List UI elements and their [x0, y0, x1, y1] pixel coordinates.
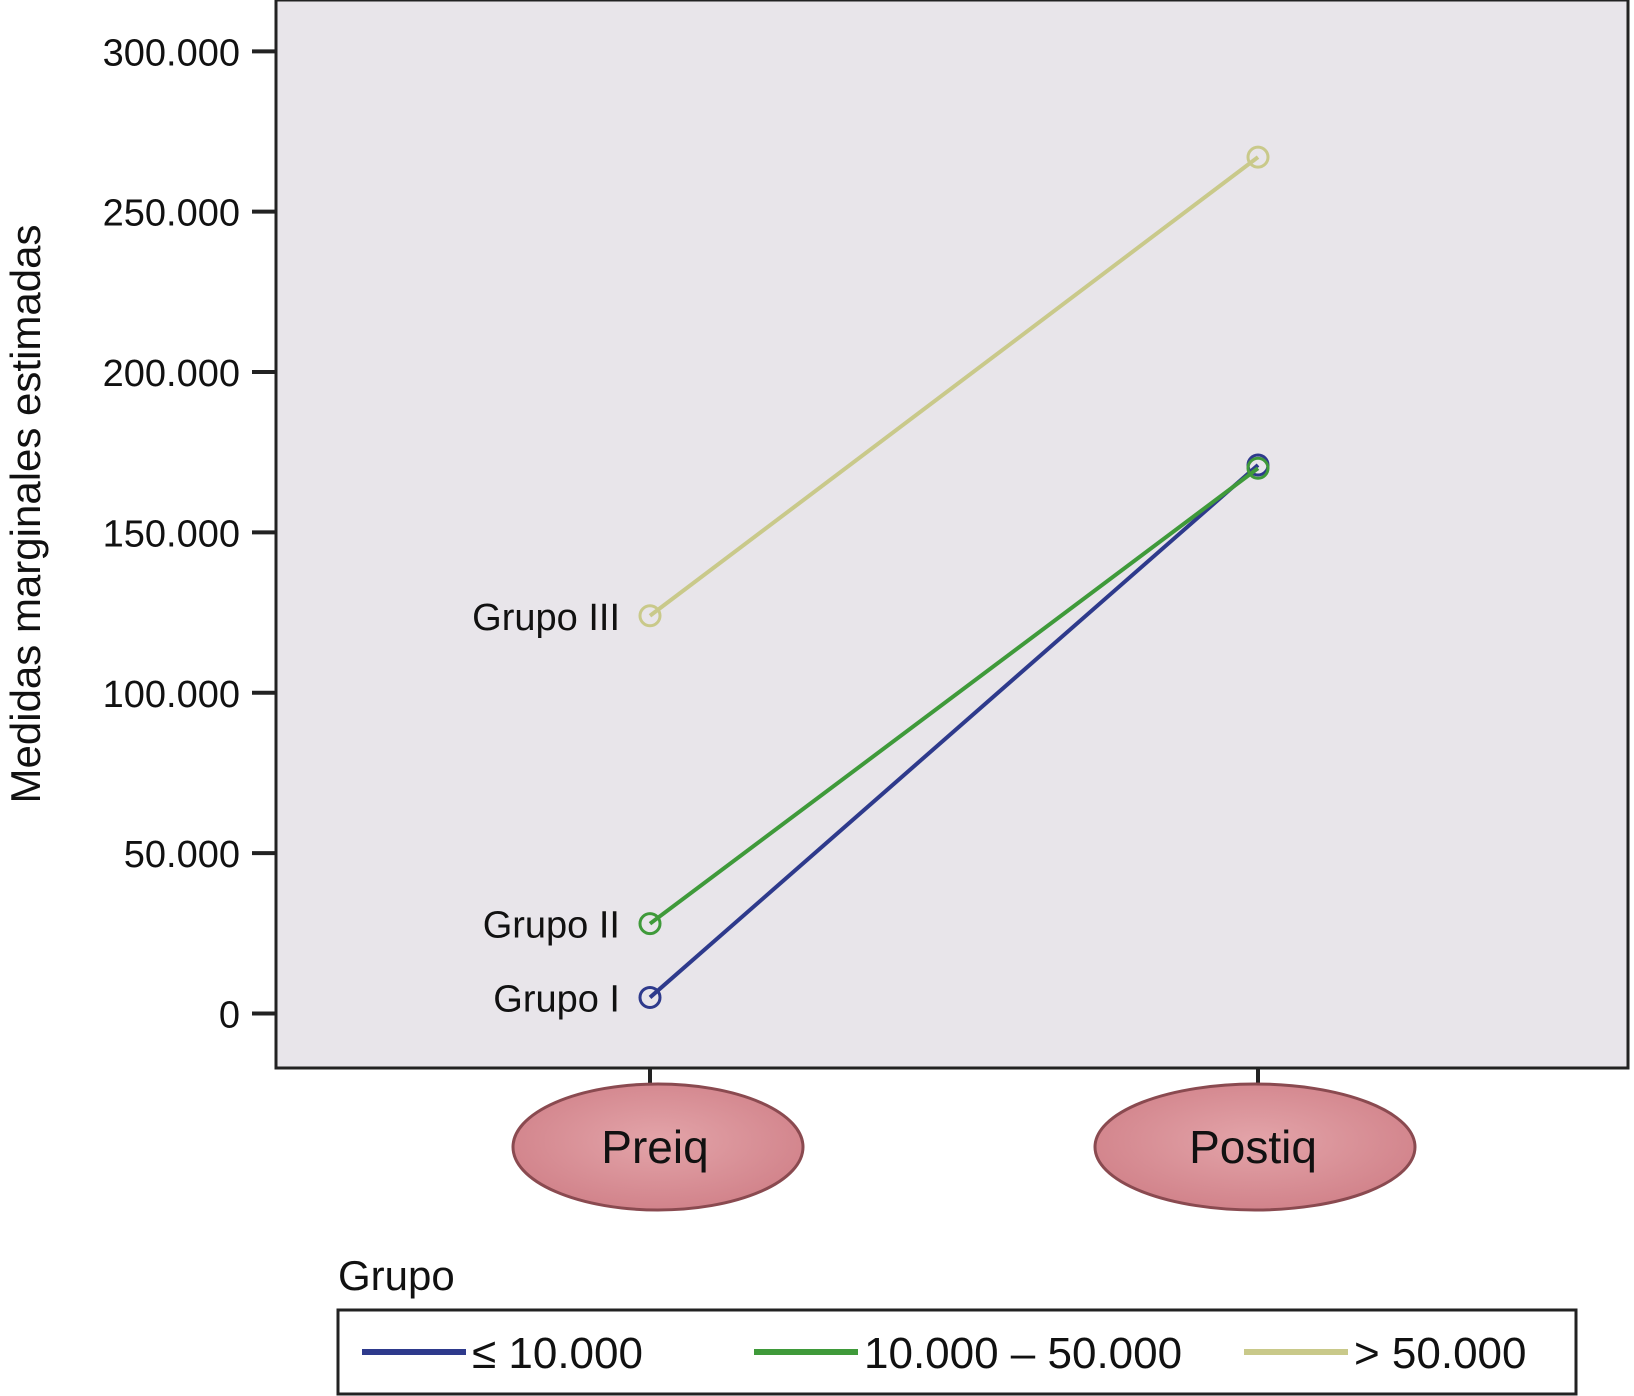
series-annotation: Grupo III [472, 597, 620, 639]
data-point [1246, 145, 1270, 169]
data-point [638, 912, 662, 936]
series-annotations: Grupo I Grupo II Grupo III [472, 597, 620, 1021]
legend-title: Grupo [338, 1252, 455, 1299]
legend-items: ≤ 10.000 10.000 – 50.000 > 50.000 [362, 1329, 1527, 1378]
series-line [648, 463, 1260, 999]
y-axis-title: Medidas marginales estimadas [2, 225, 49, 804]
data-point [1246, 456, 1270, 480]
series-layer [638, 145, 1270, 1009]
category-ellipse [1093, 1082, 1417, 1212]
y-tick-label: 100.000 [103, 674, 240, 716]
data-point [638, 604, 662, 628]
y-axis: 0 50.000 100.000 150.000 200.000 250.000 300.0… [103, 32, 276, 1036]
legend: Grupo ≤ 10.000 10.000 – 50.000 > 50.000 [336, 1252, 1578, 1396]
series-annotation: Grupo I [493, 978, 620, 1020]
legend-label: > 50.000 [1354, 1329, 1527, 1378]
x-axis: Preiq Postiq [511, 1068, 1417, 1212]
legend-label: 10.000 – 50.000 [864, 1329, 1182, 1378]
y-tick-label: 200.000 [103, 353, 240, 395]
x-tick-label: Postiq [1189, 1121, 1317, 1173]
legend-box [336, 1308, 1578, 1396]
series-line [648, 155, 1260, 618]
y-tick-label: 250.000 [103, 193, 240, 235]
x-tick-label: Preiq [601, 1121, 708, 1173]
y-tick-label: 300.000 [103, 32, 240, 74]
data-point [638, 985, 662, 1009]
y-tick-label: 0 [219, 994, 240, 1036]
series-line [648, 466, 1260, 926]
series-annotation: Grupo II [483, 905, 620, 947]
category-ellipse [511, 1082, 805, 1212]
y-tick-label: 150.000 [103, 513, 240, 555]
plot-area [274, 0, 1630, 1070]
legend-label: ≤ 10.000 [472, 1329, 643, 1378]
y-tick-label: 50.000 [124, 834, 240, 876]
